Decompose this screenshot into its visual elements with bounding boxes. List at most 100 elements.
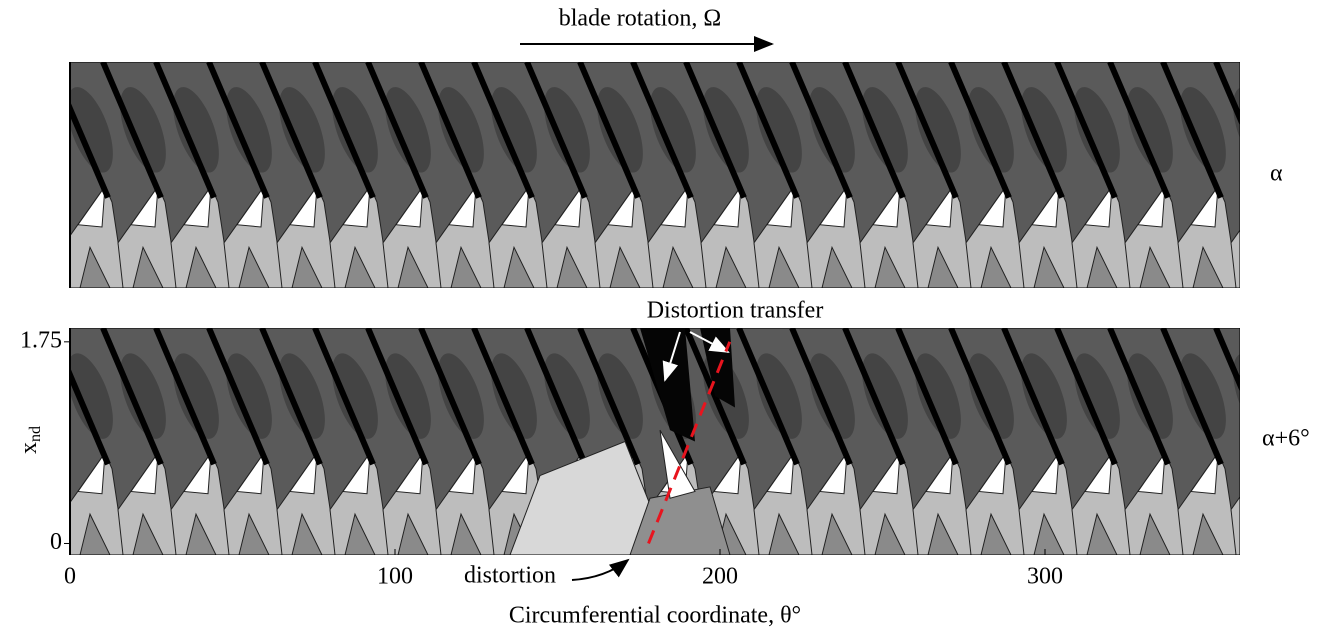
contour-region (79, 245, 111, 288)
contour-region (173, 87, 219, 173)
blade (418, 328, 482, 466)
y-axis-label: xnd (16, 426, 44, 454)
contour-region (978, 184, 1007, 228)
contour-region (329, 451, 391, 555)
contour-region (912, 185, 974, 288)
blade (736, 62, 800, 199)
contour-region (491, 87, 537, 173)
blade (577, 328, 641, 466)
y-label-text: x (16, 442, 42, 454)
contour-region (385, 87, 431, 173)
blade (1054, 62, 1118, 199)
contour-region (927, 245, 959, 288)
contour-region (980, 512, 1012, 555)
contour-region (874, 512, 906, 555)
blade (471, 328, 535, 466)
blade (524, 328, 588, 466)
contour-region (819, 184, 848, 228)
contour-region (120, 353, 166, 439)
blade (70, 101, 111, 199)
contour-region (450, 245, 482, 288)
contour-region (1177, 451, 1239, 555)
contour-region (912, 451, 974, 555)
contour-region (756, 353, 802, 439)
contour-region (1137, 184, 1166, 228)
contour-region (1139, 245, 1171, 288)
contour-region (872, 184, 901, 228)
contour-region (438, 353, 484, 439)
blade (100, 62, 164, 199)
contour-region (703, 87, 749, 173)
contour-region (329, 185, 391, 288)
contour-region (1127, 87, 1173, 173)
contour-region (1177, 185, 1239, 288)
contour-region (1018, 185, 1080, 288)
contour-region (117, 451, 179, 555)
contour-region (382, 451, 444, 555)
contour-region (1230, 229, 1240, 288)
contour-region (1297, 186, 1324, 227)
blade (259, 62, 323, 199)
contour-region (660, 184, 689, 228)
contour-region (1192, 245, 1224, 288)
contour-region (1086, 245, 1118, 288)
blade (1213, 328, 1240, 393)
contour-region (77, 451, 106, 495)
contour-region (226, 353, 272, 439)
blade (471, 62, 535, 199)
blade (365, 62, 429, 199)
contour-region (806, 185, 868, 288)
x-axis-label: Circumferential coordinate, θ° (509, 603, 801, 629)
blade (524, 62, 588, 199)
contour-region (713, 184, 742, 228)
contour-region (291, 512, 323, 555)
contour-region (859, 185, 921, 288)
contour-region (342, 451, 371, 495)
contour-region (821, 512, 853, 555)
contour-region (862, 353, 908, 439)
contour-region (859, 451, 921, 555)
contour-region (1031, 451, 1060, 495)
contour-region (968, 353, 1014, 439)
contour-region (132, 512, 164, 555)
contour-region (1230, 495, 1240, 555)
contour-region (223, 185, 285, 288)
contour-panel (70, 62, 1324, 288)
contour-region (925, 451, 954, 495)
blade (948, 328, 1012, 466)
contour-region (753, 451, 815, 555)
contour-region (1033, 245, 1065, 288)
contour-region (503, 245, 535, 288)
blade (736, 328, 800, 466)
contour-region (70, 353, 113, 439)
contour-region (980, 245, 1012, 288)
contour-region (435, 185, 497, 288)
contour-region (501, 451, 530, 495)
blade (153, 328, 217, 466)
contour-region (173, 353, 219, 439)
contour-region (130, 451, 159, 495)
blade (206, 328, 270, 466)
y-label-subscript: nd (27, 426, 44, 442)
contour-region (1139, 512, 1171, 555)
contour-region (1244, 453, 1271, 494)
contour-region (650, 87, 696, 173)
y-tick-label: 0 (50, 529, 62, 555)
blade (312, 62, 376, 199)
contour-region (132, 245, 164, 288)
contour-region (872, 451, 901, 495)
contour-region (342, 184, 371, 228)
contour-region (344, 512, 376, 555)
blade (100, 328, 164, 466)
contour-region (488, 185, 550, 288)
contour-region (344, 245, 376, 288)
contour-region (556, 245, 588, 288)
blade (789, 62, 853, 199)
contour-region (70, 87, 113, 173)
y-tick-label: 1.75 (20, 327, 62, 353)
x-tick-label: 200 (702, 564, 738, 590)
annotation: distortion (464, 563, 556, 589)
contour-region (965, 185, 1027, 288)
blade (630, 62, 694, 199)
